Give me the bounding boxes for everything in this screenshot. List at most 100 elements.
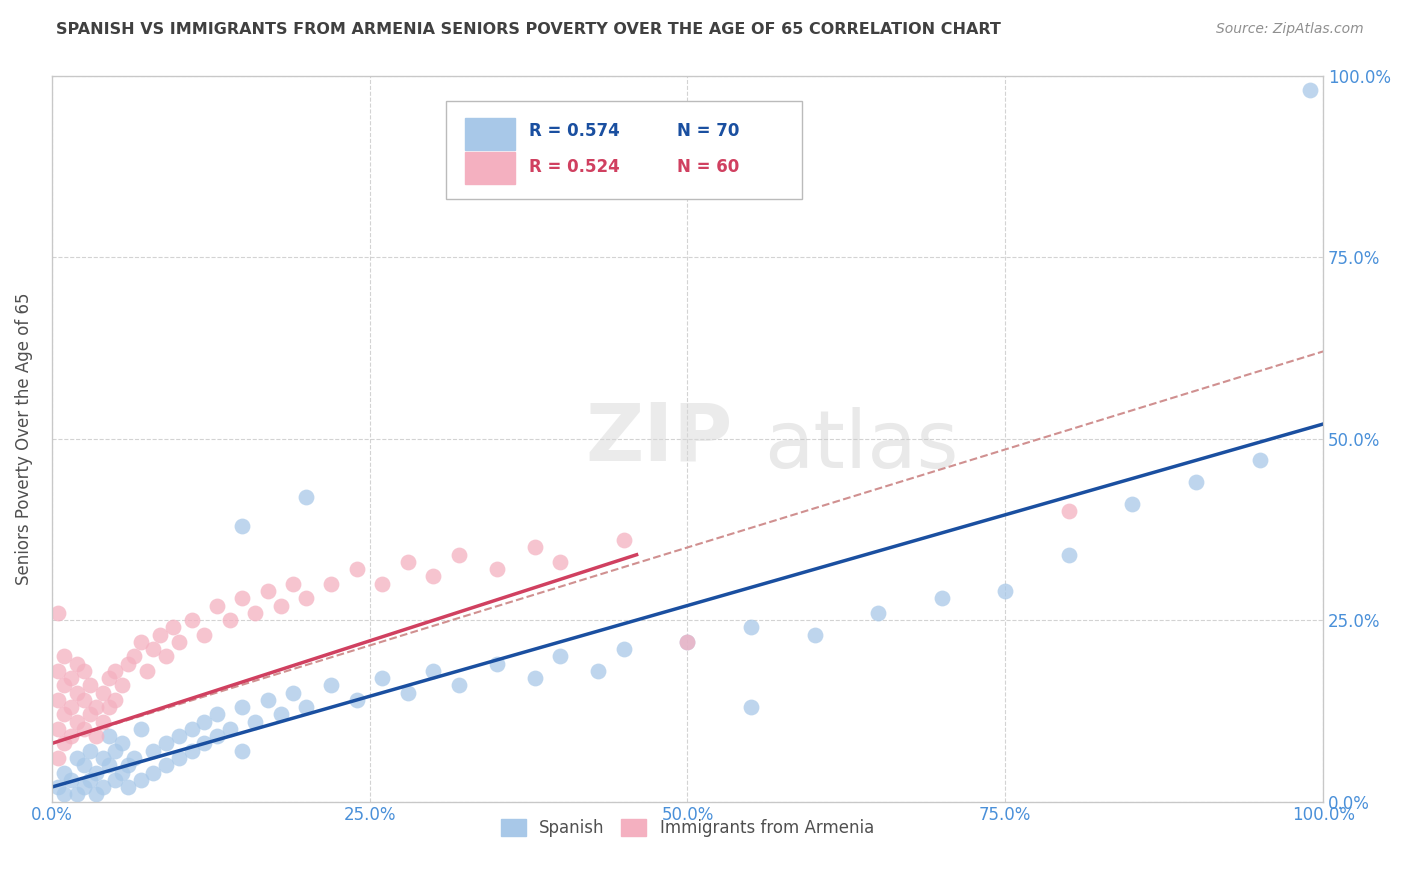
- Point: [193, 737, 215, 751]
- Text: atlas: atlas: [763, 407, 957, 485]
- Point: [91, 714, 114, 729]
- Point: [79, 707, 101, 722]
- Point: [485, 562, 508, 576]
- Point: [270, 707, 292, 722]
- Point: [205, 599, 228, 613]
- Point: [167, 751, 190, 765]
- Point: [1057, 548, 1080, 562]
- Point: [218, 722, 240, 736]
- Point: [550, 649, 572, 664]
- Point: [142, 765, 165, 780]
- Point: [79, 744, 101, 758]
- Point: [149, 627, 172, 641]
- Point: [97, 758, 120, 772]
- Point: [66, 714, 89, 729]
- FancyBboxPatch shape: [446, 101, 801, 199]
- Point: [104, 772, 127, 787]
- Point: [740, 620, 762, 634]
- Point: [91, 686, 114, 700]
- Point: [53, 707, 76, 722]
- Point: [142, 744, 165, 758]
- Point: [72, 780, 94, 794]
- Point: [104, 744, 127, 758]
- Point: [72, 722, 94, 736]
- Point: [231, 744, 253, 758]
- Point: [1057, 504, 1080, 518]
- Text: N = 70: N = 70: [678, 122, 740, 140]
- Y-axis label: Seniors Poverty Over the Age of 65: Seniors Poverty Over the Age of 65: [15, 293, 32, 585]
- Point: [167, 729, 190, 743]
- Text: R = 0.524: R = 0.524: [529, 158, 619, 176]
- Point: [295, 700, 318, 714]
- Point: [676, 635, 699, 649]
- Point: [180, 613, 202, 627]
- Point: [117, 758, 139, 772]
- Point: [321, 678, 343, 692]
- Point: [59, 700, 82, 714]
- Point: [46, 606, 69, 620]
- Point: [422, 664, 444, 678]
- Point: [550, 555, 572, 569]
- Point: [193, 714, 215, 729]
- Point: [124, 751, 146, 765]
- Point: [66, 686, 89, 700]
- Point: [162, 620, 184, 634]
- Point: [111, 678, 134, 692]
- Point: [1121, 497, 1143, 511]
- Point: [91, 751, 114, 765]
- Point: [346, 693, 368, 707]
- Point: [97, 729, 120, 743]
- Point: [46, 722, 69, 736]
- Point: [803, 627, 825, 641]
- Point: [396, 555, 419, 569]
- Point: [136, 664, 159, 678]
- Point: [218, 613, 240, 627]
- Point: [84, 787, 107, 801]
- Point: [66, 787, 89, 801]
- Point: [167, 635, 190, 649]
- Point: [97, 671, 120, 685]
- Point: [613, 642, 636, 657]
- Point: [104, 664, 127, 678]
- Point: [155, 758, 177, 772]
- Point: [295, 490, 318, 504]
- Point: [155, 737, 177, 751]
- Point: [346, 562, 368, 576]
- Point: [231, 591, 253, 606]
- Point: [66, 657, 89, 671]
- Point: [142, 642, 165, 657]
- Point: [676, 635, 699, 649]
- Point: [59, 671, 82, 685]
- Point: [257, 584, 280, 599]
- Point: [447, 678, 470, 692]
- Point: [994, 584, 1017, 599]
- Point: [270, 599, 292, 613]
- Point: [117, 657, 139, 671]
- Legend: Spanish, Immigrants from Armenia: Spanish, Immigrants from Armenia: [495, 813, 880, 844]
- Point: [243, 714, 266, 729]
- Text: R = 0.574: R = 0.574: [529, 122, 619, 140]
- Point: [129, 772, 152, 787]
- Point: [84, 765, 107, 780]
- Point: [97, 700, 120, 714]
- Point: [79, 678, 101, 692]
- FancyBboxPatch shape: [465, 118, 515, 150]
- Point: [396, 686, 419, 700]
- Point: [523, 671, 546, 685]
- Point: [740, 700, 762, 714]
- Point: [72, 693, 94, 707]
- Point: [72, 758, 94, 772]
- Point: [53, 787, 76, 801]
- Point: [53, 649, 76, 664]
- Point: [53, 678, 76, 692]
- Point: [59, 729, 82, 743]
- Point: [371, 671, 394, 685]
- Point: [205, 707, 228, 722]
- Point: [231, 518, 253, 533]
- Point: [91, 780, 114, 794]
- Point: [257, 693, 280, 707]
- Point: [283, 576, 305, 591]
- Point: [485, 657, 508, 671]
- Point: [84, 700, 107, 714]
- Point: [321, 576, 343, 591]
